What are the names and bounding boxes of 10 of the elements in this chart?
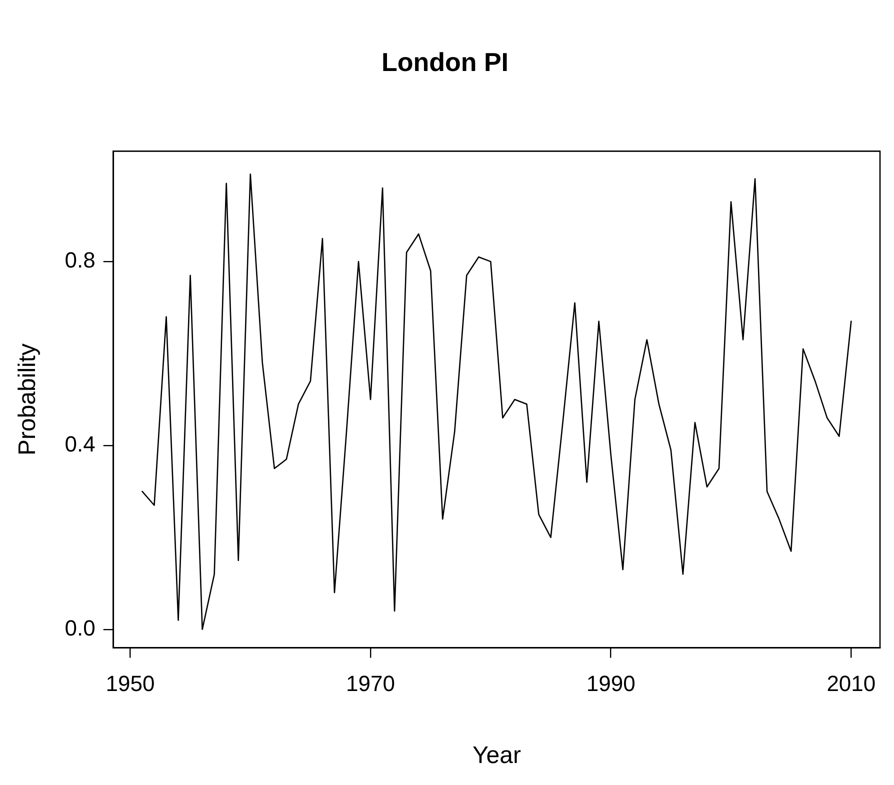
y-axis-title: Probability <box>14 343 42 456</box>
x-axis-title: Year <box>472 742 521 770</box>
y-tick-label: 0.4 <box>64 432 96 457</box>
y-tick-label: 0.8 <box>64 248 96 273</box>
y-tick-label: 0.0 <box>64 615 96 640</box>
x-tick-label: 1970 <box>346 671 395 696</box>
x-tick-label: 1990 <box>586 671 636 696</box>
x-tick-label: 2010 <box>826 671 876 696</box>
chart-title: London PI <box>381 46 509 77</box>
x-tick-label: 1950 <box>106 671 155 696</box>
